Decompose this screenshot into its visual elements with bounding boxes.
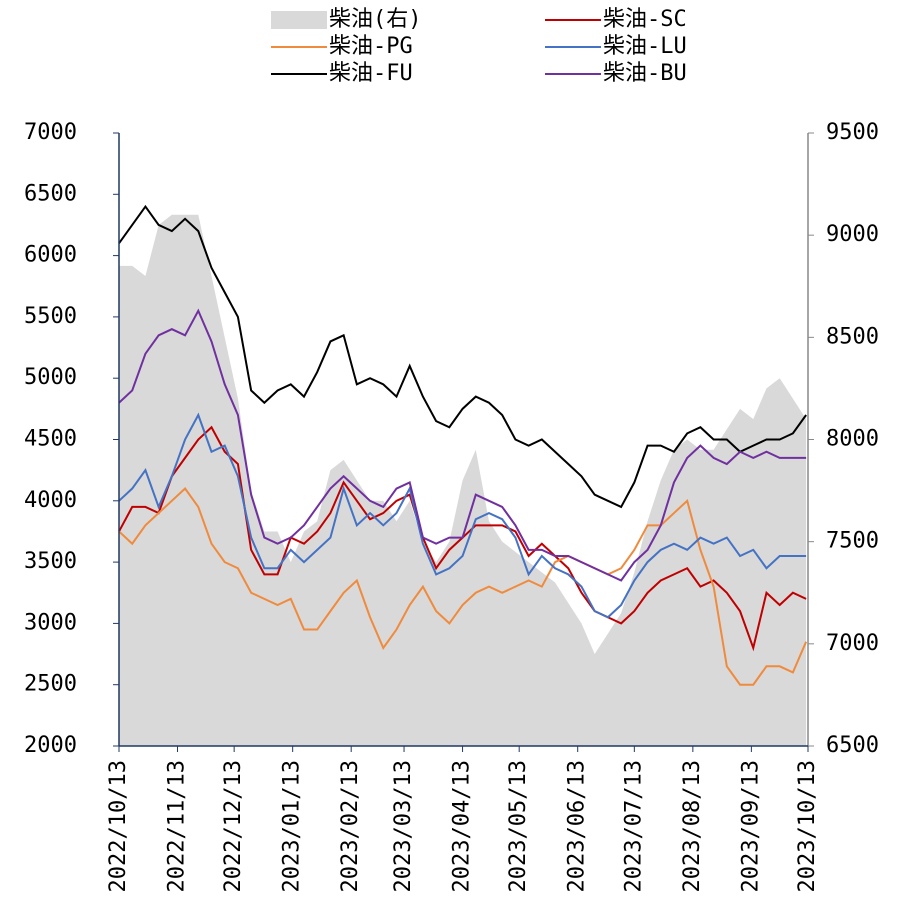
x-tick-label: 2023/05/13 bbox=[506, 760, 531, 892]
x-tick-label: 2023/08/13 bbox=[680, 760, 705, 892]
x-tick-label: 2023/01/13 bbox=[280, 760, 305, 892]
x-tick-label: 2023/10/13 bbox=[795, 760, 820, 892]
y2-tick-label: 7500 bbox=[826, 529, 879, 554]
x-tick-label: 2022/11/13 bbox=[165, 760, 190, 892]
y-tick-label: 6500 bbox=[24, 181, 77, 206]
line bbox=[118, 487, 808, 686]
y2-tick-label: 6500 bbox=[826, 733, 879, 758]
y-tick-label: 4500 bbox=[24, 427, 77, 452]
y-tick-label: 5000 bbox=[24, 365, 77, 390]
y-tick-label: 3500 bbox=[24, 549, 77, 574]
x-tick-label: 2023/02/13 bbox=[338, 760, 363, 892]
y-tick-label: 6000 bbox=[24, 243, 77, 268]
y-tick-label: 2000 bbox=[24, 733, 77, 758]
line bbox=[118, 412, 807, 619]
y2-tick-label: 9500 bbox=[826, 120, 879, 145]
y-tick-label: 5500 bbox=[24, 304, 77, 329]
x-tick-label: 2023/07/13 bbox=[621, 760, 646, 892]
legend-label: 柴油-SC bbox=[603, 7, 687, 32]
y2-tick-label: 8000 bbox=[826, 427, 879, 452]
legend-label: 柴油-PG bbox=[329, 34, 413, 59]
x-tick-label: 2023/04/13 bbox=[450, 760, 475, 892]
x-tick-label: 2022/10/13 bbox=[106, 760, 131, 892]
area bbox=[119, 214, 807, 746]
line bbox=[118, 308, 807, 582]
legend-label: 柴油-FU bbox=[329, 61, 413, 86]
legend-label: 柴油-BU bbox=[603, 61, 687, 86]
y2-tick-label: 8500 bbox=[826, 324, 879, 349]
y2-tick-label: 7000 bbox=[826, 631, 879, 656]
x-tick-label: 2023/09/13 bbox=[738, 760, 763, 892]
legend-label: 柴油-LU bbox=[603, 34, 687, 59]
y-tick-label: 3000 bbox=[24, 610, 77, 635]
y2-tick-label: 9000 bbox=[826, 222, 879, 247]
x-tick-label: 2022/12/13 bbox=[221, 760, 246, 892]
y-tick-label: 4000 bbox=[24, 488, 77, 513]
y-tick-label: 2500 bbox=[24, 672, 77, 697]
legend-swatch bbox=[271, 11, 327, 29]
legend-label: 柴油(右) bbox=[329, 7, 422, 32]
x-tick-label: 2023/03/13 bbox=[391, 760, 416, 892]
x-tick-label: 2023/06/13 bbox=[565, 760, 590, 892]
line bbox=[118, 204, 807, 509]
y-tick-label: 7000 bbox=[24, 120, 77, 145]
